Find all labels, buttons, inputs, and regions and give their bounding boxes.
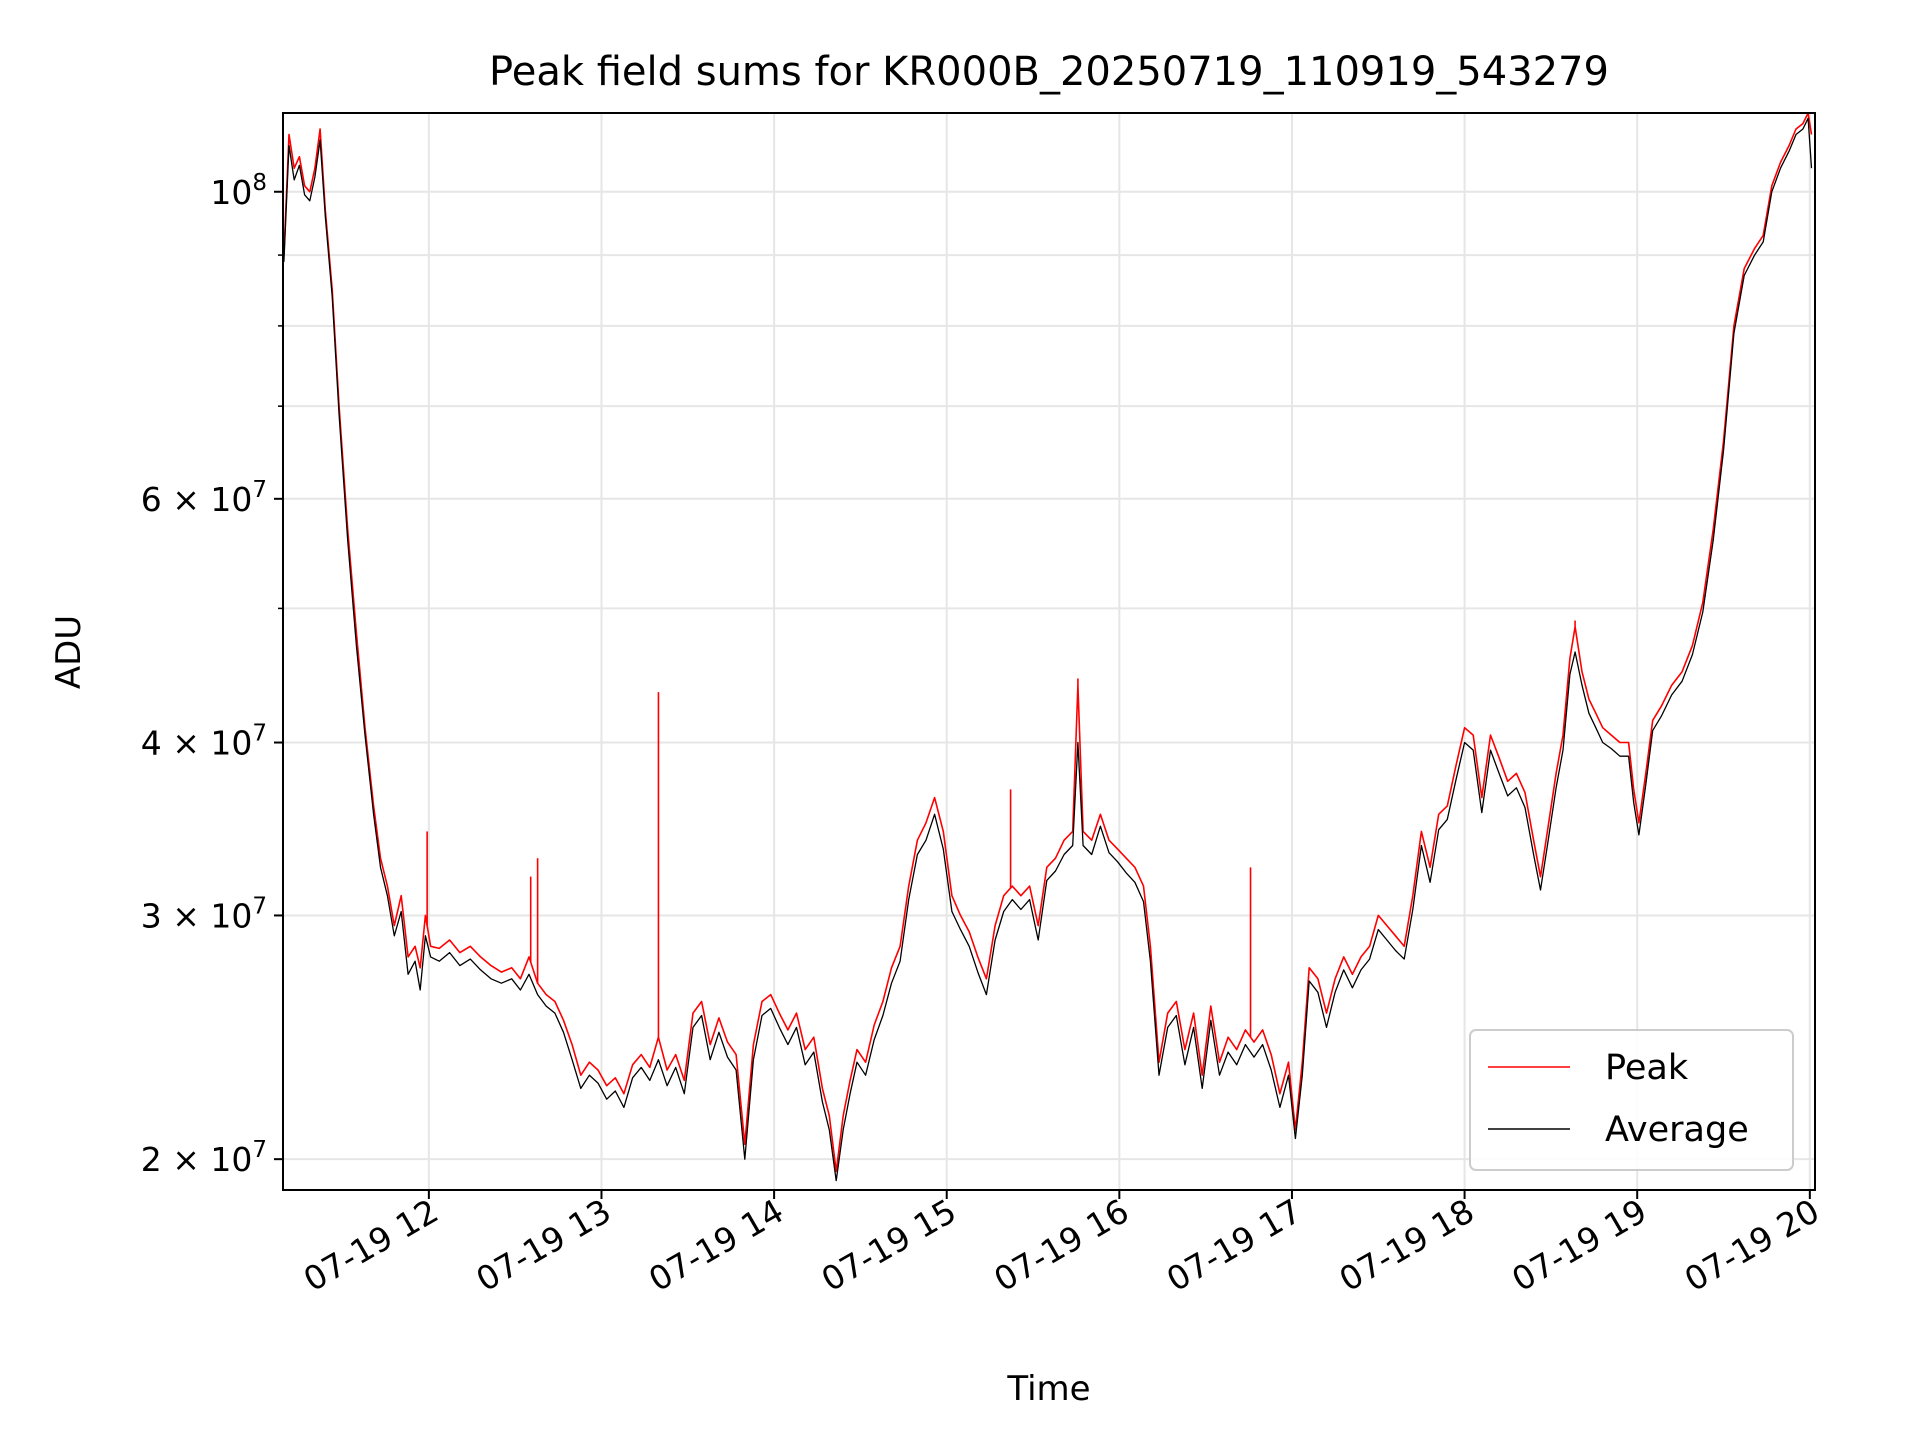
legend-average-label: Average	[1605, 1110, 1749, 1150]
plot-frame	[282, 112, 1816, 1191]
series-layer	[283, 112, 1813, 1182]
x-axis-label: Time	[1006, 1369, 1090, 1409]
legend-peak-label: Peak	[1605, 1048, 1689, 1088]
legend: Peak Average	[1469, 1029, 1794, 1171]
y-tick-label: 2 × 107	[141, 1137, 267, 1179]
series-line-peak	[283, 112, 1813, 1173]
y-tick-label: 3 × 107	[141, 893, 267, 935]
chart-title: Peak field sums for KR000B_20250719_1109…	[489, 49, 1609, 95]
y-tick-label: 6 × 107	[141, 477, 267, 519]
y-axis-label: ADU	[49, 615, 89, 689]
y-tick-label: 4 × 107	[141, 721, 267, 763]
legend-box	[1469, 1029, 1794, 1171]
series-line-average	[283, 117, 1813, 1182]
